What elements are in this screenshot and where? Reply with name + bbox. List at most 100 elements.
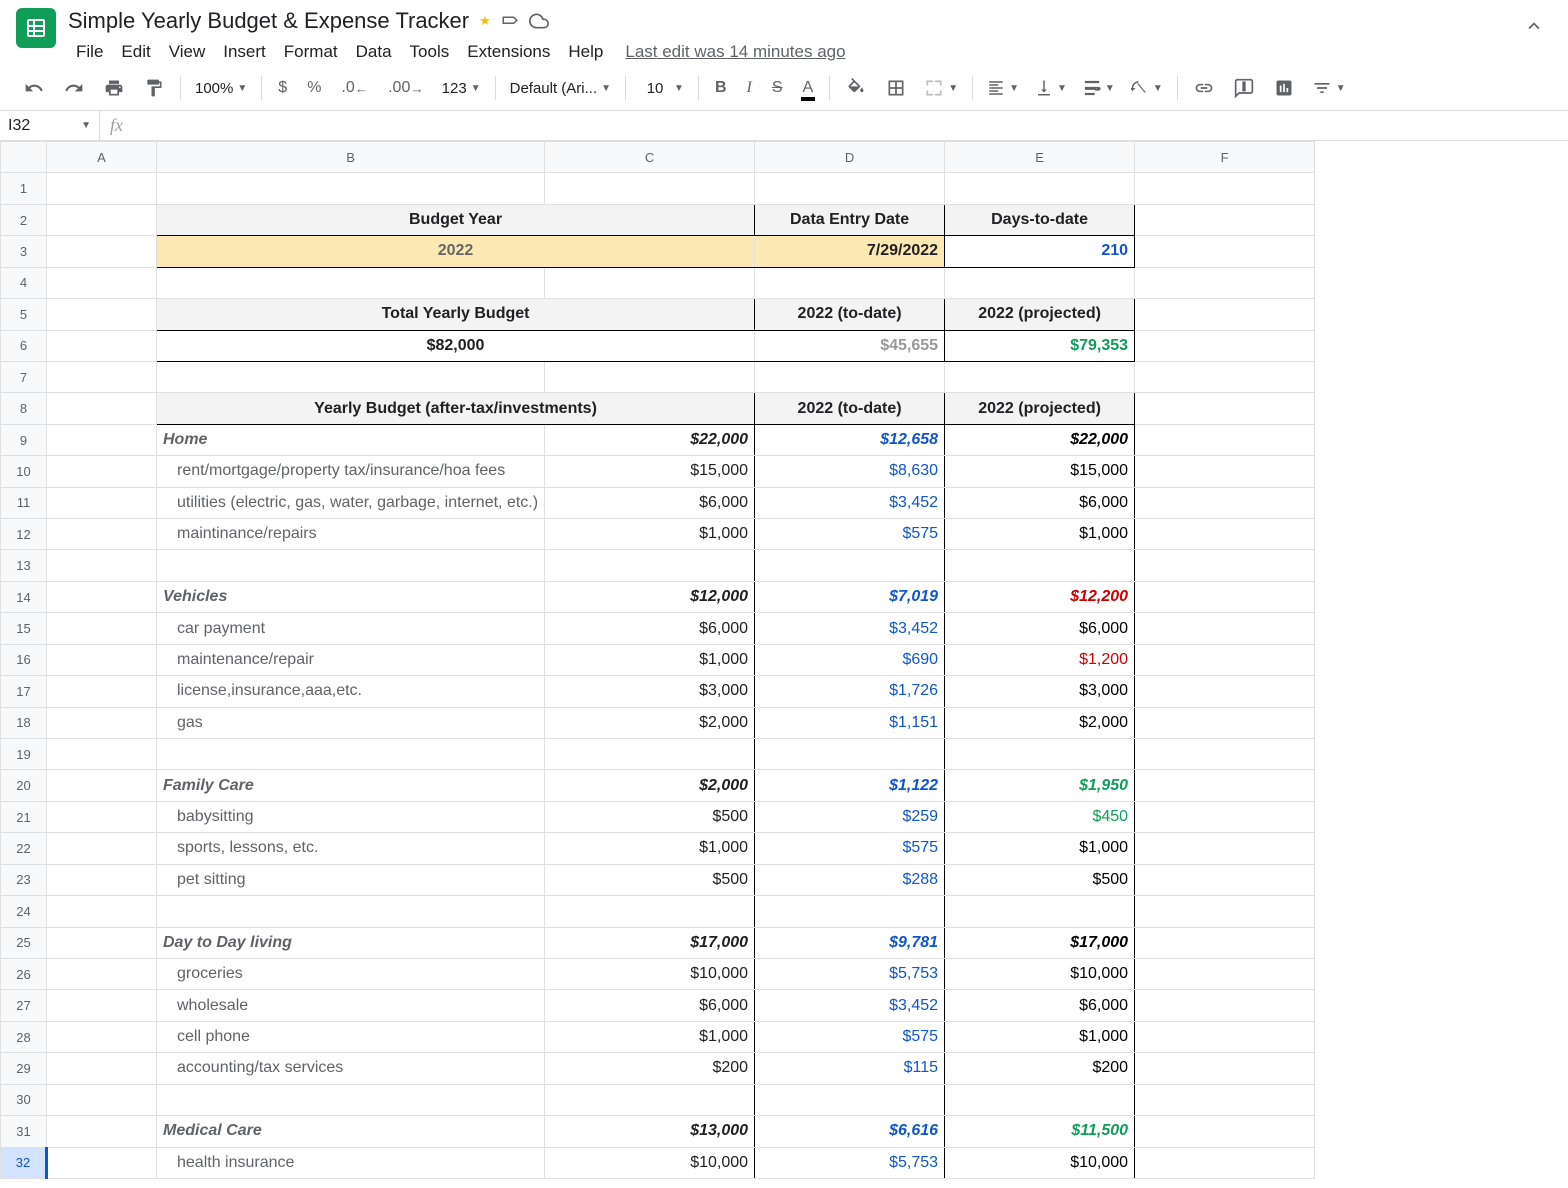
cell-D10[interactable]: $8,630 xyxy=(755,456,945,487)
cell-B8[interactable]: Yearly Budget (after-tax/investments) xyxy=(157,393,755,424)
cell-F11[interactable] xyxy=(1135,487,1315,518)
chart-button[interactable] xyxy=(1266,72,1302,104)
font-size-select[interactable]: 10▼ xyxy=(634,76,690,101)
cell-E5[interactable]: 2022 (projected) xyxy=(945,299,1135,330)
cell-F5[interactable] xyxy=(1135,299,1315,330)
cell-C30[interactable] xyxy=(545,1084,755,1115)
menu-tools[interactable]: Tools xyxy=(402,38,458,66)
last-edit[interactable]: Last edit was 14 minutes ago xyxy=(625,42,845,62)
cell-E10[interactable]: $15,000 xyxy=(945,456,1135,487)
cell-B10[interactable]: rent/mortgage/property tax/insurance/hoa… xyxy=(157,456,545,487)
filter-button[interactable]: ▼ xyxy=(1306,74,1352,102)
row-header-11[interactable]: 11 xyxy=(1,487,47,518)
cell-F21[interactable] xyxy=(1135,801,1315,832)
row-header-32[interactable]: 32 xyxy=(1,1147,47,1179)
cell-F18[interactable] xyxy=(1135,707,1315,738)
cell-A11[interactable] xyxy=(47,487,157,518)
row-header-10[interactable]: 10 xyxy=(1,456,47,487)
col-header-D[interactable]: D xyxy=(755,142,945,173)
merge-button[interactable]: ▼ xyxy=(918,74,964,102)
cell-E7[interactable] xyxy=(945,361,1135,392)
row-header-31[interactable]: 31 xyxy=(1,1116,47,1147)
cell-E1[interactable] xyxy=(945,173,1135,204)
cell-E6[interactable]: $79,353 xyxy=(945,330,1135,361)
cell-F19[interactable] xyxy=(1135,739,1315,770)
cell-D8[interactable]: 2022 (to-date) xyxy=(755,393,945,424)
cell-B2[interactable]: Budget Year xyxy=(157,204,755,235)
cell-B9[interactable]: Home xyxy=(157,424,545,455)
cell-A9[interactable] xyxy=(47,424,157,455)
cell-D26[interactable]: $5,753 xyxy=(755,958,945,989)
cell-D11[interactable]: $3,452 xyxy=(755,487,945,518)
row-header-25[interactable]: 25 xyxy=(1,927,47,958)
print-button[interactable] xyxy=(96,72,132,104)
cell-A3[interactable] xyxy=(47,236,157,267)
valign-button[interactable]: ▼ xyxy=(1029,75,1073,101)
cell-A8[interactable] xyxy=(47,393,157,424)
format-123-button[interactable]: 123▼ xyxy=(436,76,487,101)
cell-C11[interactable]: $6,000 xyxy=(545,487,755,518)
cell-E27[interactable]: $6,000 xyxy=(945,990,1135,1021)
decrease-decimal-button[interactable]: .0← xyxy=(333,73,376,103)
cell-D12[interactable]: $575 xyxy=(755,519,945,550)
cell-B28[interactable]: cell phone xyxy=(157,1021,545,1052)
cell-F12[interactable] xyxy=(1135,519,1315,550)
menu-file[interactable]: File xyxy=(68,38,111,66)
cell-B11[interactable]: utilities (electric, gas, water, garbage… xyxy=(157,487,545,518)
cell-D2[interactable]: Data Entry Date xyxy=(755,204,945,235)
strikethrough-button[interactable]: S xyxy=(764,73,791,103)
cell-A21[interactable] xyxy=(47,801,157,832)
cell-D16[interactable]: $690 xyxy=(755,644,945,675)
row-header-28[interactable]: 28 xyxy=(1,1021,47,1052)
star-icon[interactable]: ★ xyxy=(479,13,491,29)
cell-E9[interactable]: $22,000 xyxy=(945,424,1135,455)
cell-A24[interactable] xyxy=(47,896,157,927)
cell-B13[interactable] xyxy=(157,550,545,581)
redo-button[interactable] xyxy=(56,72,92,104)
cell-D18[interactable]: $1,151 xyxy=(755,707,945,738)
spreadsheet-grid[interactable]: ABCDEF12Budget YearData Entry DateDays-t… xyxy=(0,141,1568,1179)
cell-C16[interactable]: $1,000 xyxy=(545,644,755,675)
cell-B12[interactable]: maintinance/repairs xyxy=(157,519,545,550)
cell-C4[interactable] xyxy=(545,267,755,298)
cell-B26[interactable]: groceries xyxy=(157,958,545,989)
cell-D30[interactable] xyxy=(755,1084,945,1115)
cloud-icon[interactable] xyxy=(529,11,549,31)
fill-color-button[interactable] xyxy=(838,72,874,104)
cell-B1[interactable] xyxy=(157,173,545,204)
cell-C32[interactable]: $10,000 xyxy=(545,1147,755,1179)
menu-data[interactable]: Data xyxy=(348,38,400,66)
col-header-B[interactable]: B xyxy=(157,142,545,173)
cell-C21[interactable]: $500 xyxy=(545,801,755,832)
cell-F16[interactable] xyxy=(1135,644,1315,675)
cell-A18[interactable] xyxy=(47,707,157,738)
cell-A20[interactable] xyxy=(47,770,157,801)
row-header-8[interactable]: 8 xyxy=(1,393,47,424)
cell-A28[interactable] xyxy=(47,1021,157,1052)
menu-insert[interactable]: Insert xyxy=(215,38,274,66)
wrap-button[interactable]: ▼ xyxy=(1077,75,1121,101)
cell-F4[interactable] xyxy=(1135,267,1315,298)
cell-D3[interactable]: 7/29/2022 xyxy=(755,236,945,267)
cell-B6[interactable]: $82,000 xyxy=(157,330,755,361)
cell-E23[interactable]: $500 xyxy=(945,864,1135,895)
cell-E18[interactable]: $2,000 xyxy=(945,707,1135,738)
cell-B32[interactable]: health insurance xyxy=(157,1147,545,1179)
cell-A31[interactable] xyxy=(47,1116,157,1147)
cell-E11[interactable]: $6,000 xyxy=(945,487,1135,518)
cell-F13[interactable] xyxy=(1135,550,1315,581)
cell-E17[interactable]: $3,000 xyxy=(945,676,1135,707)
text-color-button[interactable]: A xyxy=(795,73,822,103)
cell-B5[interactable]: Total Yearly Budget xyxy=(157,299,755,330)
row-header-24[interactable]: 24 xyxy=(1,896,47,927)
cell-E31[interactable]: $11,500 xyxy=(945,1116,1135,1147)
cell-E30[interactable] xyxy=(945,1084,1135,1115)
cell-F30[interactable] xyxy=(1135,1084,1315,1115)
cell-C14[interactable]: $12,000 xyxy=(545,581,755,612)
cell-C31[interactable]: $13,000 xyxy=(545,1116,755,1147)
borders-button[interactable] xyxy=(878,72,914,104)
cell-C22[interactable]: $1,000 xyxy=(545,833,755,864)
collapse-icon[interactable] xyxy=(1516,8,1552,47)
cell-C25[interactable]: $17,000 xyxy=(545,927,755,958)
row-header-22[interactable]: 22 xyxy=(1,833,47,864)
